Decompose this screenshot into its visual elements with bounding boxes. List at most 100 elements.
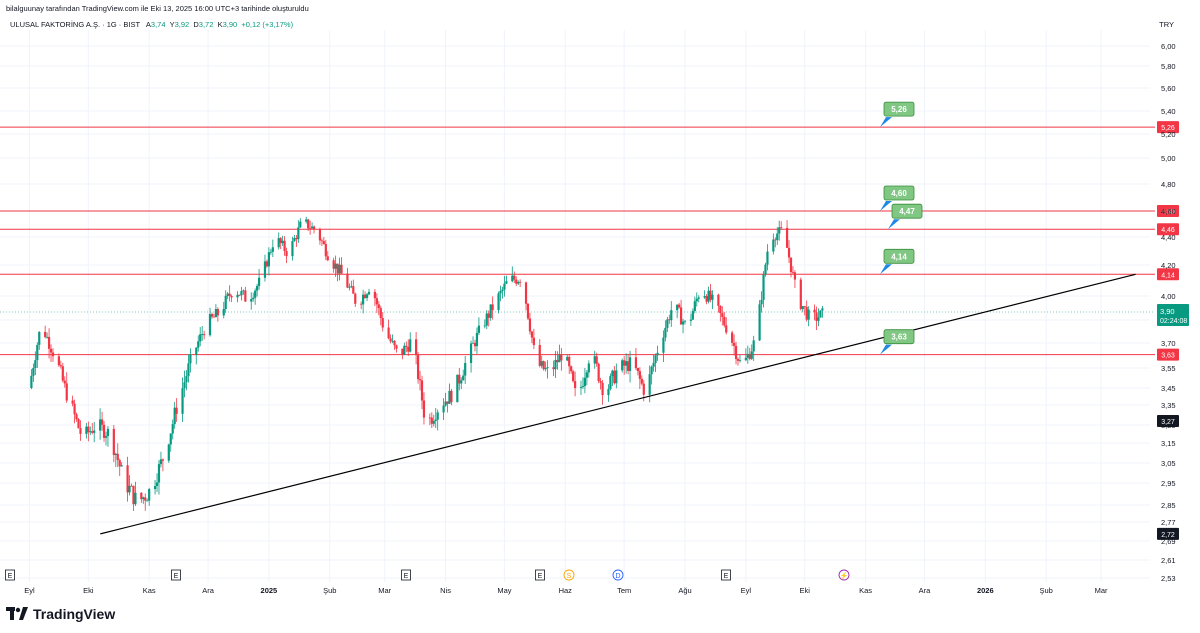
price-callout[interactable] bbox=[883, 101, 915, 117]
candle-body[interactable] bbox=[758, 304, 761, 341]
candle-body[interactable] bbox=[360, 303, 363, 305]
candle-body[interactable] bbox=[723, 316, 726, 326]
candle-body[interactable] bbox=[460, 380, 463, 384]
news-event-icon[interactable] bbox=[838, 569, 850, 581]
candle-body[interactable] bbox=[375, 298, 378, 305]
candle-body[interactable] bbox=[30, 375, 33, 388]
candle-body[interactable] bbox=[85, 426, 88, 434]
candle-body[interactable] bbox=[430, 417, 433, 424]
candle-body[interactable] bbox=[395, 345, 398, 349]
candle-body[interactable] bbox=[208, 314, 212, 336]
candle-body[interactable] bbox=[126, 465, 129, 493]
candle-body[interactable] bbox=[666, 319, 669, 328]
candle-body[interactable] bbox=[130, 485, 133, 487]
candle-body[interactable] bbox=[332, 260, 335, 269]
candle-body[interactable] bbox=[142, 497, 145, 500]
candle-body[interactable] bbox=[511, 275, 514, 282]
candle-body[interactable] bbox=[676, 304, 679, 311]
candle-body[interactable] bbox=[664, 327, 667, 338]
candle-body[interactable] bbox=[519, 281, 522, 283]
candle-body[interactable] bbox=[634, 357, 638, 368]
candle-body[interactable] bbox=[462, 375, 465, 381]
candle-body[interactable] bbox=[817, 317, 820, 321]
candle-body[interactable] bbox=[197, 341, 200, 348]
candle-body[interactable] bbox=[566, 356, 569, 361]
candle-body[interactable] bbox=[623, 360, 626, 366]
candle-body[interactable] bbox=[607, 388, 610, 396]
candle-body[interactable] bbox=[363, 294, 367, 299]
candle-body[interactable] bbox=[267, 252, 271, 267]
candle-body[interactable] bbox=[338, 264, 341, 274]
candle-body[interactable] bbox=[736, 358, 740, 361]
candle-body[interactable] bbox=[144, 497, 147, 501]
candle-body[interactable] bbox=[528, 318, 532, 332]
candle-body[interactable] bbox=[552, 367, 555, 370]
earnings-event-icon[interactable] bbox=[401, 569, 411, 581]
candle-body[interactable] bbox=[210, 314, 214, 317]
candle-body[interactable] bbox=[744, 357, 747, 361]
candle-body[interactable] bbox=[693, 301, 696, 312]
candle-body[interactable] bbox=[73, 403, 76, 415]
candle-body[interactable] bbox=[705, 296, 708, 302]
candle-body[interactable] bbox=[501, 289, 504, 291]
candle-body[interactable] bbox=[491, 304, 494, 311]
candle-body[interactable] bbox=[422, 400, 426, 418]
candle-body[interactable] bbox=[558, 354, 561, 363]
candle-body[interactable] bbox=[819, 310, 822, 318]
candle-body[interactable] bbox=[61, 366, 64, 381]
candle-body[interactable] bbox=[362, 294, 365, 305]
candle-body[interactable] bbox=[432, 420, 435, 424]
candle-body[interactable] bbox=[189, 354, 192, 364]
candle-body[interactable] bbox=[318, 229, 322, 241]
candle-body[interactable] bbox=[595, 356, 598, 364]
candle-body[interactable] bbox=[89, 431, 92, 433]
candle-body[interactable] bbox=[32, 367, 35, 376]
candle-body[interactable] bbox=[613, 370, 616, 384]
candle-body[interactable] bbox=[434, 419, 437, 421]
candle-body[interactable] bbox=[185, 376, 188, 383]
candle-body[interactable] bbox=[458, 374, 461, 384]
candle-body[interactable] bbox=[201, 334, 204, 335]
candle-body[interactable] bbox=[252, 297, 255, 300]
candle-body[interactable] bbox=[77, 419, 80, 429]
candle-body[interactable] bbox=[140, 492, 143, 500]
split-event-icon[interactable] bbox=[563, 569, 575, 581]
candle-body[interactable] bbox=[100, 419, 104, 425]
candle-body[interactable] bbox=[281, 240, 284, 244]
candle-body[interactable] bbox=[587, 363, 590, 373]
candle-body[interactable] bbox=[212, 316, 216, 318]
candle-body[interactable] bbox=[573, 381, 577, 389]
candle-body[interactable] bbox=[766, 251, 769, 265]
candle-body[interactable] bbox=[656, 352, 659, 356]
candle-body[interactable] bbox=[132, 485, 135, 505]
candle-body[interactable] bbox=[487, 313, 490, 318]
candle-body[interactable] bbox=[134, 492, 137, 505]
candle-body[interactable] bbox=[731, 332, 734, 343]
candle-body[interactable] bbox=[554, 359, 557, 370]
candle-body[interactable] bbox=[416, 355, 420, 380]
candle-body[interactable] bbox=[626, 361, 630, 371]
candle-body[interactable] bbox=[621, 360, 624, 371]
candle-body[interactable] bbox=[230, 296, 233, 298]
candle-body[interactable] bbox=[570, 366, 573, 372]
candle-body[interactable] bbox=[75, 414, 78, 420]
candle-body[interactable] bbox=[381, 317, 384, 328]
horizontal-levels[interactable]: 5,26 4,60 4,46 4,14 3,63 bbox=[0, 121, 1179, 361]
candle-body[interactable] bbox=[407, 346, 410, 352]
candle-body[interactable] bbox=[203, 334, 206, 336]
candle-body[interactable] bbox=[59, 365, 62, 367]
candle-body[interactable] bbox=[93, 430, 96, 433]
candle-body[interactable] bbox=[153, 486, 157, 490]
candle-body[interactable] bbox=[269, 251, 272, 253]
candle-body[interactable] bbox=[524, 282, 528, 304]
candle-body[interactable] bbox=[377, 304, 380, 309]
candle-body[interactable] bbox=[662, 337, 665, 353]
candle-body[interactable] bbox=[689, 319, 692, 321]
candle-body[interactable] bbox=[709, 290, 712, 300]
candle-body[interactable] bbox=[679, 307, 683, 325]
candle-body[interactable] bbox=[409, 339, 412, 352]
candle-body[interactable] bbox=[102, 424, 106, 438]
candle-body[interactable] bbox=[642, 383, 645, 395]
candle-body[interactable] bbox=[309, 228, 312, 230]
